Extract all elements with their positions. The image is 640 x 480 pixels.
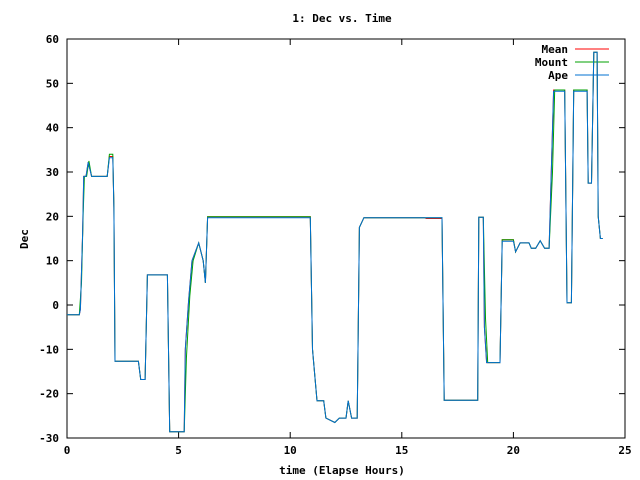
plot-border (66, 38, 626, 439)
x-tick-label: 0 (64, 444, 71, 457)
y-tick-label: 20 (46, 210, 59, 223)
y-tick-label: 40 (46, 122, 59, 135)
legend-label-mount: Mount (535, 56, 568, 69)
chart-title: 1: Dec vs. Time (292, 12, 392, 25)
x-axis-label: time (Elapse Hours) (279, 464, 405, 477)
legend-label-ape: Ape (548, 69, 568, 82)
y-tick-label: 60 (46, 33, 59, 46)
x-tick-label: 20 (507, 444, 520, 457)
y-tick-label: -30 (39, 432, 59, 445)
x-tick-label: 25 (618, 444, 631, 457)
y-tick-label: 30 (46, 166, 59, 179)
series-line-mount (67, 51, 603, 433)
y-tick-label: 10 (46, 255, 59, 268)
x-tick-label: 15 (395, 444, 408, 457)
series-line-mean (67, 51, 603, 433)
y-tick-label: -10 (39, 343, 59, 356)
series-line-ape (67, 51, 603, 433)
y-tick-label: 50 (46, 77, 59, 90)
y-tick-label: 0 (52, 299, 59, 312)
y-axis-label: Dec (18, 229, 31, 249)
y-tick-label: -20 (39, 388, 59, 401)
x-tick-label: 10 (284, 444, 297, 457)
legend-label-mean: Mean (542, 43, 569, 56)
plot-area: 0 5 10 15 20 25 -30 -20 -10 0 10 20 30 40 50 60 MeanMoun… (39, 33, 632, 457)
x-tick-label: 5 (175, 444, 182, 457)
